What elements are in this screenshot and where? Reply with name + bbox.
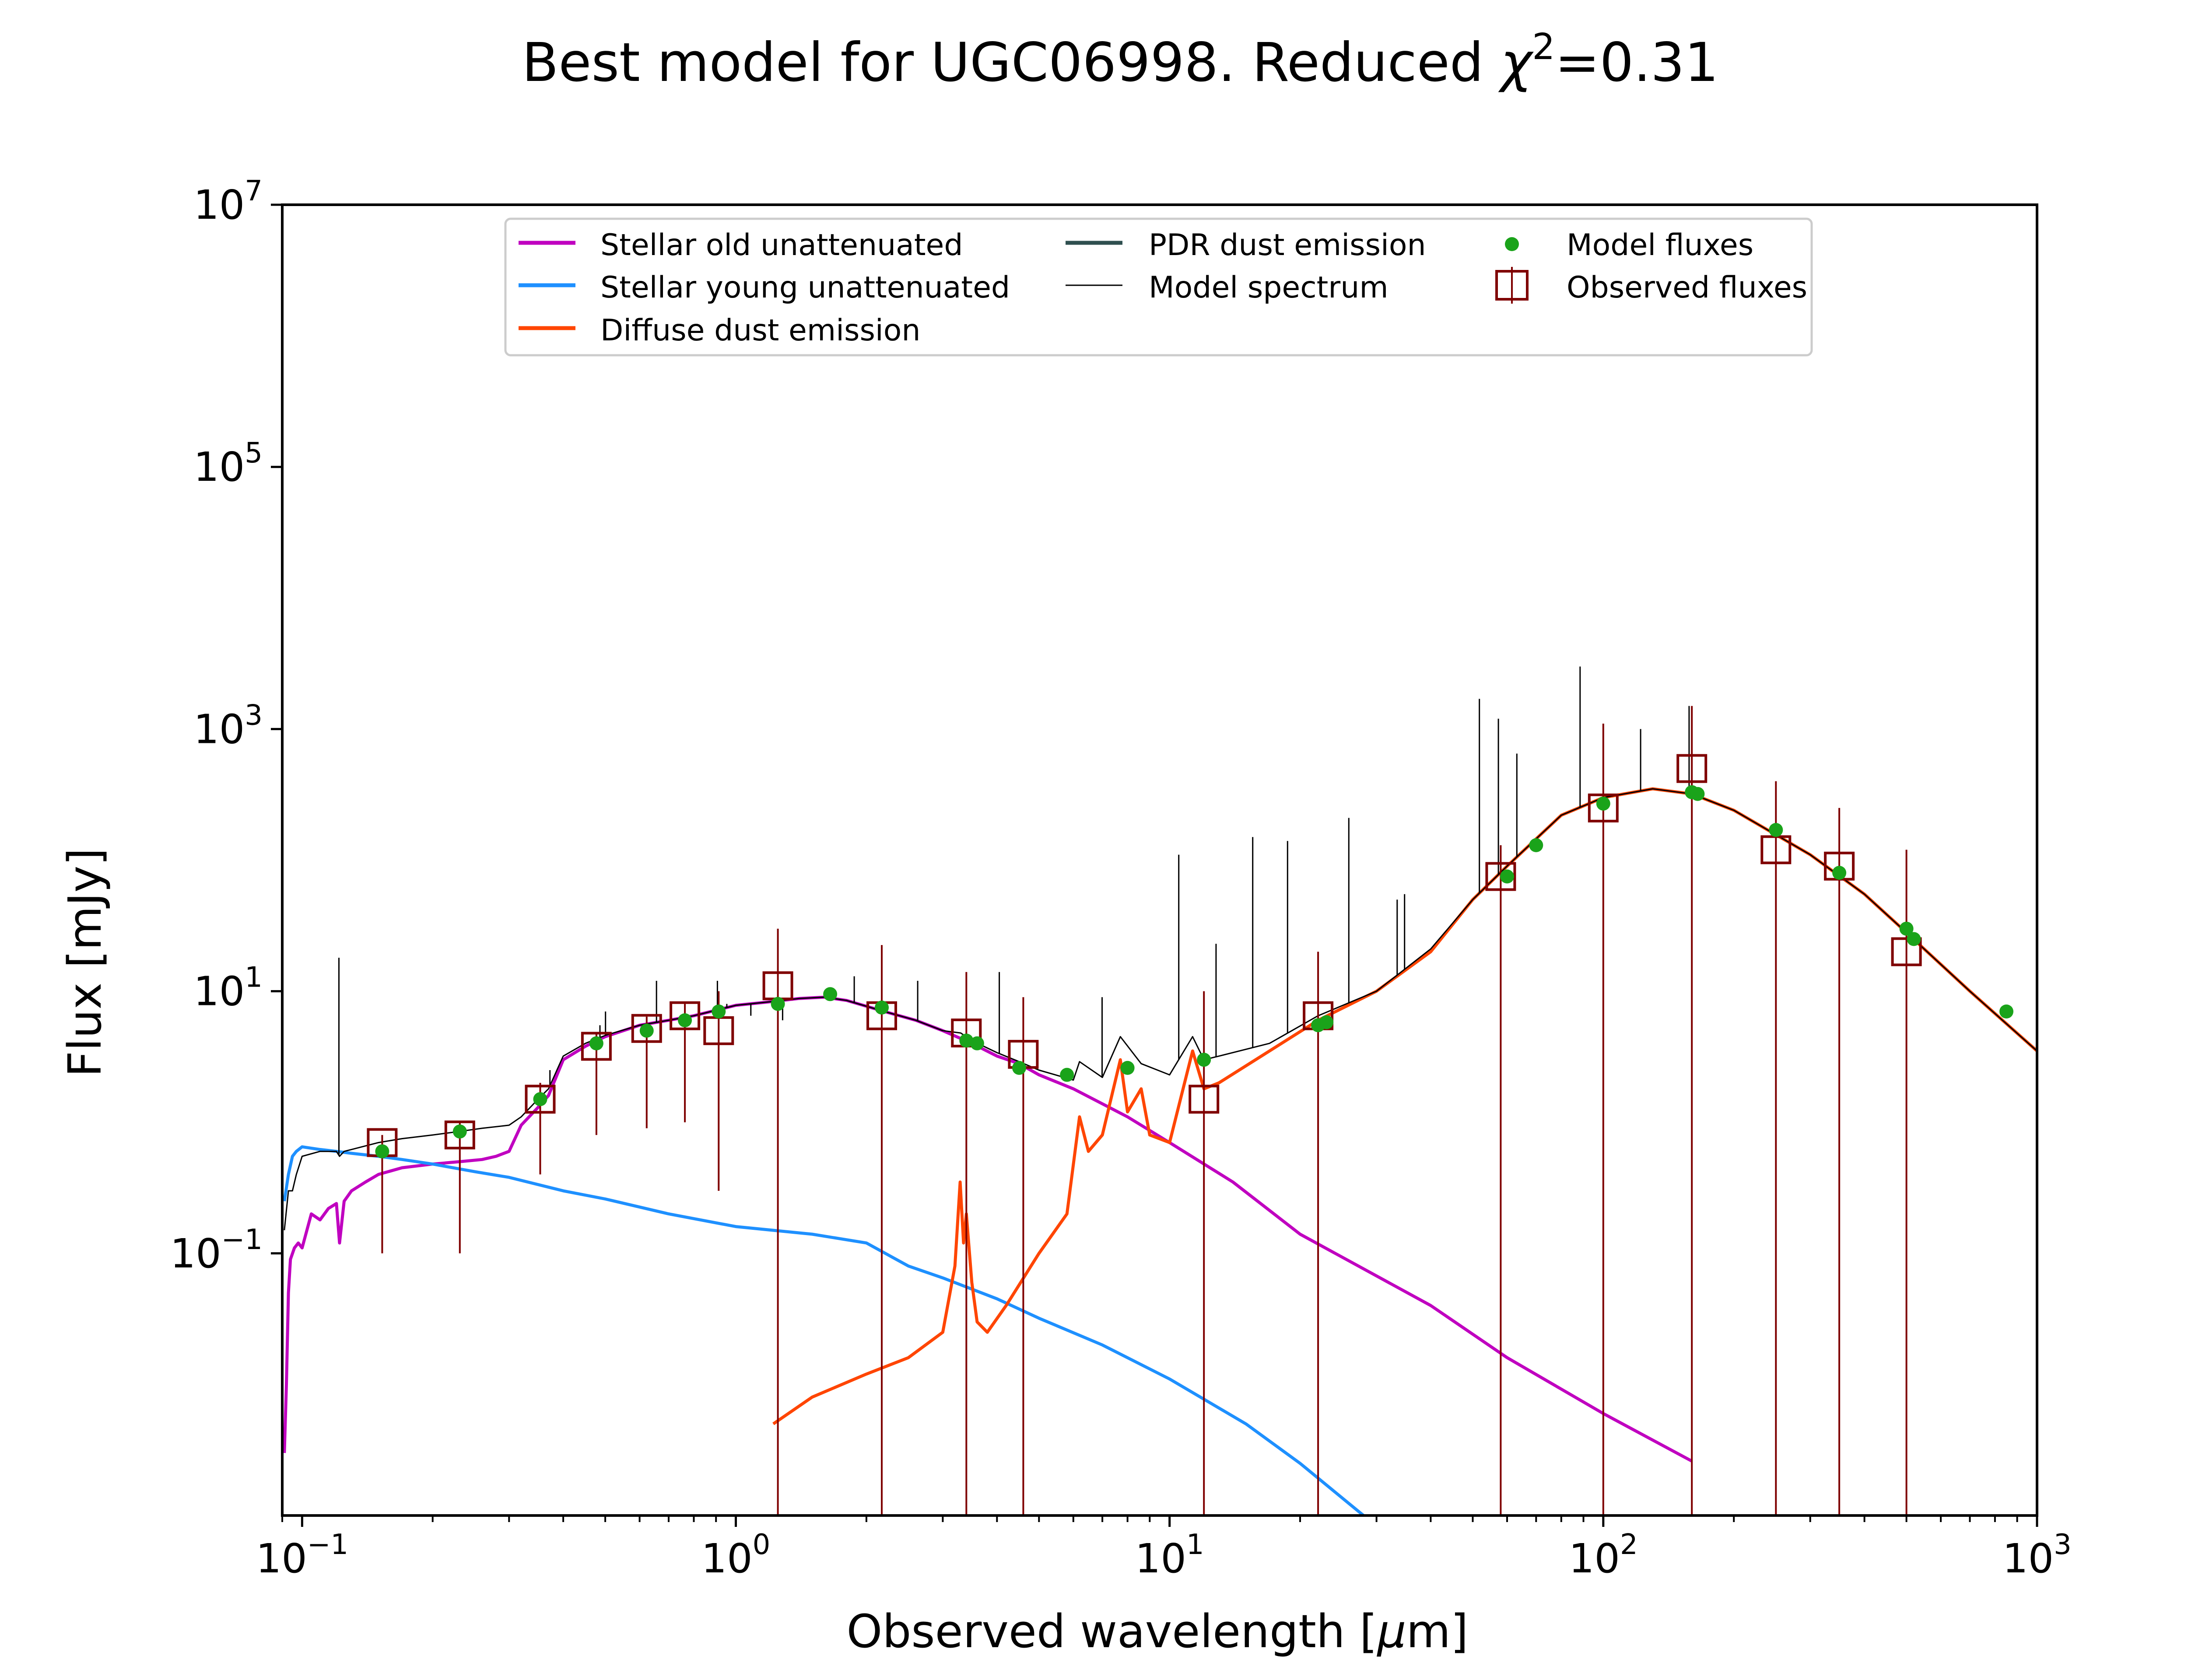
model-flux-point (1529, 838, 1543, 852)
x-axis-label-mu: μ (1376, 1605, 1406, 1658)
title-prefix: Best model for UGC06998. Reduced (522, 32, 1501, 94)
observed-flux-point (1189, 1085, 1220, 1114)
title-suffix: =0.31 (1555, 32, 1718, 94)
observed-flux-point (444, 1120, 475, 1150)
x-tick-label: 10−1 (256, 1529, 348, 1582)
model-flux-point (1690, 787, 1705, 801)
series-model-spectrum (284, 788, 2037, 1231)
model-flux-point (1899, 921, 1914, 936)
legend-swatch-model-fluxes (1505, 237, 1519, 251)
legend-label-stellar-young: Stellar young unattenuated (600, 270, 1010, 305)
model-flux-point (533, 1092, 547, 1106)
model-flux-point (678, 1013, 692, 1028)
x-tick-label: 101 (1135, 1529, 1204, 1582)
plot-area (283, 666, 2037, 1516)
model-flux-point (1120, 1060, 1135, 1075)
model-flux-point (771, 997, 785, 1011)
y-axis-label: Flux [mJy] (58, 848, 112, 1077)
model-flux-point (1197, 1053, 1211, 1067)
axes-frame (281, 203, 2038, 1517)
model-flux-point (823, 987, 838, 1001)
model-flux-point (1500, 869, 1514, 884)
legend-label-model-fluxes: Model fluxes (1567, 228, 1753, 262)
model-flux-point (875, 1001, 889, 1015)
series-stellar-young-unattenuated (283, 1145, 1365, 1516)
legend-label-model-spectrum: Model spectrum (1149, 270, 1389, 305)
legend-label-diffuse-dust: Diffuse dust emission (600, 313, 920, 348)
x-axis-label-suffix: m] (1406, 1605, 1469, 1658)
model-flux-point (1596, 796, 1610, 811)
x-axis-label: Observed wavelength [μm] (847, 1605, 1469, 1658)
x-axis-label-prefix: Observed wavelength [ (847, 1605, 1378, 1658)
observed-flux-point (1891, 937, 1922, 966)
title-superscript: 2 (1532, 26, 1555, 68)
y-tick-label: 107 (193, 175, 263, 228)
model-flux-point (639, 1023, 654, 1038)
legend-label-stellar-old: Stellar old unattenuated (600, 228, 963, 262)
chart-title: Best model for UGC06998. Reduced χ2=0.31 (522, 26, 1719, 94)
model-flux-point (452, 1124, 467, 1139)
observed-flux-point (1676, 754, 1708, 783)
legend: Stellar old unattenuated Stellar young u… (504, 217, 1813, 357)
observed-flux-point (581, 1032, 612, 1061)
x-tick-label: 102 (1569, 1529, 1638, 1582)
model-flux-point (1769, 823, 1783, 837)
model-flux-point (1012, 1060, 1026, 1075)
x-tick-label: 103 (2002, 1529, 2072, 1582)
model-flux-point (1999, 1004, 2013, 1018)
model-flux-point (1060, 1068, 1074, 1082)
model-flux-point (1319, 1015, 1334, 1029)
legend-box (504, 217, 1813, 357)
series-stellar-old-unattenuated (283, 995, 1693, 1463)
model-flux-point (375, 1144, 389, 1158)
y-tick-label: 101 (193, 962, 263, 1015)
y-tick-label: 10−1 (170, 1224, 263, 1277)
observed-flux-point (1588, 793, 1619, 822)
y-tick-label: 103 (193, 699, 263, 752)
title-chi: χ (1498, 32, 1534, 94)
observed-flux-point (670, 1001, 701, 1030)
observed-flux-point (525, 1085, 556, 1114)
x-tick-label: 100 (701, 1529, 771, 1582)
model-flux-point (970, 1036, 984, 1050)
y-tick-label: 105 (193, 437, 263, 490)
legend-label-pdr-dust: PDR dust emission (1149, 228, 1426, 262)
axis-ticks: 10−1 100 101 102 103 10−1 101 103 105 107 (170, 175, 2072, 1582)
observed-flux-point (1485, 862, 1516, 891)
model-flux-point (959, 1033, 974, 1048)
observed-flux-point (631, 1014, 662, 1043)
model-flux-point (589, 1036, 603, 1050)
model-flux-point (1907, 932, 1921, 946)
legend-label-observed-fluxes: Observed fluxes (1567, 270, 1807, 305)
model-flux-point (712, 1004, 726, 1018)
model-flux-point (1832, 866, 1847, 880)
